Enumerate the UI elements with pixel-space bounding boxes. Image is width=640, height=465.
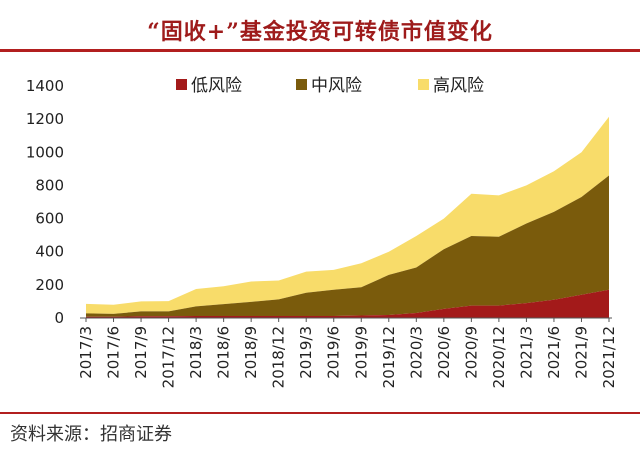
legend-swatch-1: [176, 79, 187, 90]
source-divider: [0, 412, 640, 414]
y-tick-label: 1400: [26, 77, 64, 95]
y-tick-label: 1000: [26, 143, 64, 161]
legend-swatch-3: [418, 79, 429, 90]
x-tick-label: 2018/3: [187, 326, 205, 379]
stacked-area-chart: 低风险 中风险 高风险 0 200 400 600 800 1000 1200 1400 2017/…: [26, 76, 618, 388]
x-tick-label: 2019/12: [380, 326, 398, 388]
legend-label-1: 低风险: [191, 76, 242, 96]
x-tick-label: 2020/9: [462, 326, 480, 379]
x-tick-label: 2020/6: [435, 326, 453, 379]
area-series-3: [86, 116, 609, 314]
x-tick-label: 2019/6: [325, 326, 343, 379]
area-series-2: [86, 175, 609, 317]
legend-swatch-2: [296, 79, 307, 90]
x-tick-label: 2019/9: [352, 326, 370, 379]
x-tick-label: 2017/3: [77, 326, 95, 379]
x-tick-label: 2017/6: [105, 326, 123, 379]
source-note: 资料来源：招商证券: [10, 424, 172, 445]
y-tick-label: 200: [35, 276, 64, 294]
axes: 0 200 400 600 800 1000 1200 1400 2017/3 2017/6 201…: [26, 77, 618, 388]
x-tick-label: 2021/12: [600, 326, 618, 388]
legend-label-3: 高风险: [433, 76, 484, 96]
chart-title: “固收+”基金投资可转债市值变化: [147, 19, 493, 45]
legend: 低风险 中风险 高风险: [176, 76, 484, 96]
x-tick-label: 2017/9: [132, 326, 150, 379]
x-tick-label: 2018/9: [242, 326, 260, 379]
y-tick-label: 1200: [26, 110, 64, 128]
area-series-group: [86, 116, 609, 318]
y-tick-label: 0: [54, 309, 64, 327]
x-tick-label: 2018/12: [270, 326, 288, 388]
x-tick-label: 2020/3: [407, 326, 425, 379]
x-tick-label: 2021/6: [545, 326, 563, 379]
y-tick-label: 400: [35, 243, 64, 261]
y-tick-label: 600: [35, 210, 64, 228]
x-tick-label: 2021/9: [573, 326, 591, 379]
x-tick-label: 2020/12: [490, 326, 508, 388]
x-tick-label: 2018/6: [215, 326, 233, 379]
x-tick-label: 2019/3: [297, 326, 315, 379]
title-divider: [0, 49, 640, 52]
x-tick-label: 2021/3: [517, 326, 535, 379]
area-series-1: [86, 289, 609, 318]
x-tick-label: 2017/12: [160, 326, 178, 388]
legend-label-2: 中风险: [311, 76, 362, 96]
y-tick-label: 800: [35, 176, 64, 194]
